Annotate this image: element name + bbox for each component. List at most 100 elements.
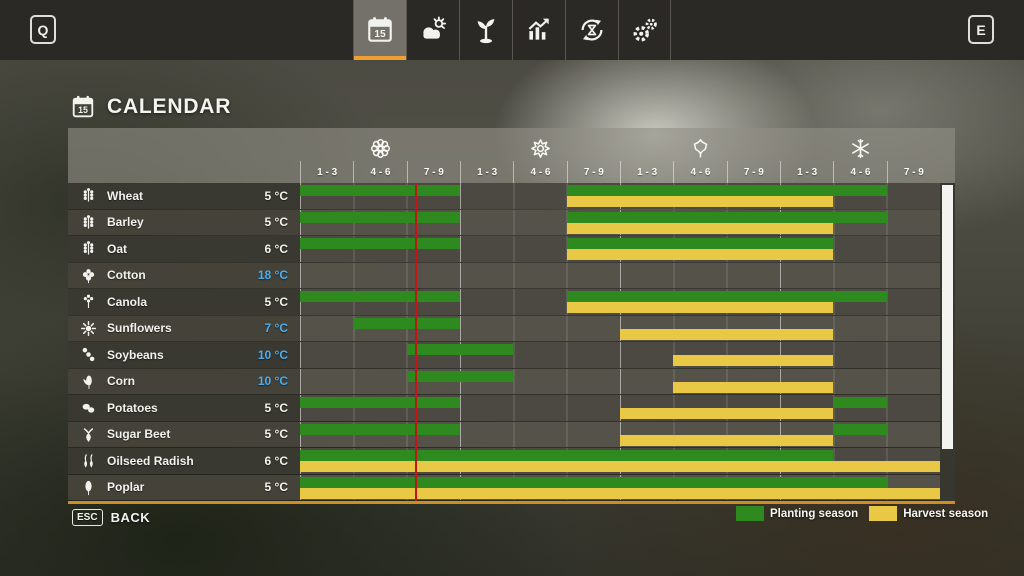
- crop-season-grid: [300, 289, 940, 315]
- crop-season-grid: [300, 236, 940, 262]
- svg-text:15: 15: [374, 29, 386, 40]
- crop-name: Poplar: [107, 480, 145, 495]
- planting-bar: [300, 397, 460, 408]
- crop-name: Barley: [107, 215, 144, 230]
- crop-temperature: 6 °C: [264, 453, 288, 468]
- crop-row: Oat 6 °C: [68, 236, 955, 263]
- planting-bar: [353, 317, 460, 329]
- crop-temperature: 6 °C: [264, 241, 288, 256]
- harvest-bar: [566, 302, 834, 313]
- crop-name: Oilseed Radish: [107, 453, 194, 468]
- harvest-bar: [673, 355, 834, 366]
- settings-icon: [630, 15, 660, 45]
- crop-row: Canola 5 °C: [68, 289, 955, 316]
- planting-bar: [833, 397, 887, 408]
- scrollbar-track[interactable]: [940, 183, 955, 501]
- crop-row: Oilseed Radish 6 °C: [68, 448, 955, 475]
- planting-bar: [300, 423, 460, 435]
- crop-label-cell: Soybeans 10 °C: [68, 342, 300, 368]
- crop-temperature: 5 °C: [264, 427, 288, 442]
- planting-bar: [300, 291, 460, 302]
- autumn-leaf-icon: [689, 128, 712, 160]
- corn-icon: [78, 373, 98, 390]
- crop-row: Sunflowers 7 °C: [68, 315, 955, 342]
- period-label: 1 - 3: [620, 161, 673, 183]
- planting-legend-swatch: [736, 506, 764, 521]
- period-label: 7 - 9: [566, 161, 620, 183]
- scrollbar-thumb[interactable]: [942, 185, 953, 449]
- sugar-beet-icon: [78, 426, 98, 443]
- e-key-badge[interactable]: E: [968, 15, 994, 44]
- harvest-bar: [620, 434, 834, 446]
- svg-text:15: 15: [78, 105, 88, 115]
- back-button[interactable]: ESC BACK: [72, 509, 150, 526]
- crop-label-cell: Barley 5 °C: [68, 209, 300, 235]
- legend-label: Planting season: [770, 507, 859, 520]
- crop-rows: Wheat 5 °C Barley 5 °C Oat 6 °C Cotton 18 °C Can…: [68, 183, 955, 501]
- crop-temperature: 10 °C: [257, 347, 288, 362]
- legend-item: Harvest season: [869, 506, 988, 521]
- sunflower-icon: [78, 320, 98, 337]
- crop-row: Potatoes 5 °C: [68, 395, 955, 422]
- harvest-bar: [620, 408, 834, 419]
- tab-settings[interactable]: [618, 0, 671, 60]
- crop-row: Wheat 5 °C: [68, 183, 955, 210]
- crop-name: Sugar Beet: [107, 427, 171, 442]
- period-label: 4 - 6: [833, 161, 886, 183]
- barley-icon: [78, 214, 98, 231]
- crop-row: Cotton 18 °C: [68, 262, 955, 289]
- planting-bar: [300, 450, 834, 461]
- crop-temperature: 10 °C: [257, 374, 288, 389]
- tab-crops[interactable]: [459, 0, 512, 60]
- crop-season-grid: [300, 421, 940, 447]
- crop-label-cell: Wheat 5 °C: [68, 183, 300, 209]
- crops-icon: [471, 15, 501, 45]
- planting-bar: [406, 370, 514, 382]
- crop-row: Poplar 5 °C: [68, 474, 955, 501]
- harvest-bar: [673, 381, 834, 393]
- period-label: 4 - 6: [513, 161, 566, 183]
- crop-name: Soybeans: [107, 347, 164, 362]
- planting-bar: [406, 344, 514, 355]
- cotton-icon: [78, 267, 98, 284]
- calendar-icon: 15: [70, 94, 96, 120]
- legend-label: Harvest season: [903, 507, 989, 520]
- period-label: 1 - 3: [460, 161, 513, 183]
- page-title-row: 15 CALENDAR: [70, 94, 231, 120]
- spring-flower-icon: [369, 128, 392, 160]
- esc-key-badge: ESC: [72, 509, 103, 526]
- summer-sun-icon: [529, 128, 552, 160]
- crop-temperature: 7 °C: [264, 321, 288, 336]
- tab-production-cycle[interactable]: [565, 0, 618, 60]
- crop-label-cell: Potatoes 5 °C: [68, 395, 300, 421]
- crop-row: Barley 5 °C: [68, 209, 955, 236]
- top-tab-strip: 15: [353, 0, 671, 60]
- period-label: 1 - 3: [300, 161, 353, 183]
- planting-bar: [566, 291, 887, 302]
- period-label: 4 - 6: [673, 161, 726, 183]
- period-label: 7 - 9: [406, 161, 460, 183]
- tab-statistics[interactable]: [512, 0, 565, 60]
- crop-temperature: 5 °C: [264, 188, 288, 203]
- planting-bar: [566, 211, 887, 223]
- crop-temperature: 5 °C: [264, 400, 288, 415]
- crop-season-grid: [300, 342, 940, 368]
- planting-bar: [300, 211, 460, 223]
- harvest-bar: [300, 461, 940, 472]
- crop-row: Soybeans 10 °C: [68, 342, 955, 369]
- q-key-badge[interactable]: Q: [30, 15, 56, 44]
- weather-icon: [418, 15, 448, 45]
- legend: Planting season Harvest season: [736, 506, 988, 521]
- crop-label-cell: Corn 10 °C: [68, 368, 300, 394]
- crop-name: Oat: [107, 241, 128, 256]
- crop-name: Canola: [107, 294, 148, 309]
- crop-row: Corn 10 °C: [68, 368, 955, 395]
- tab-calendar[interactable]: 15: [353, 0, 406, 60]
- tab-weather[interactable]: [406, 0, 459, 60]
- statistics-icon: [524, 15, 554, 45]
